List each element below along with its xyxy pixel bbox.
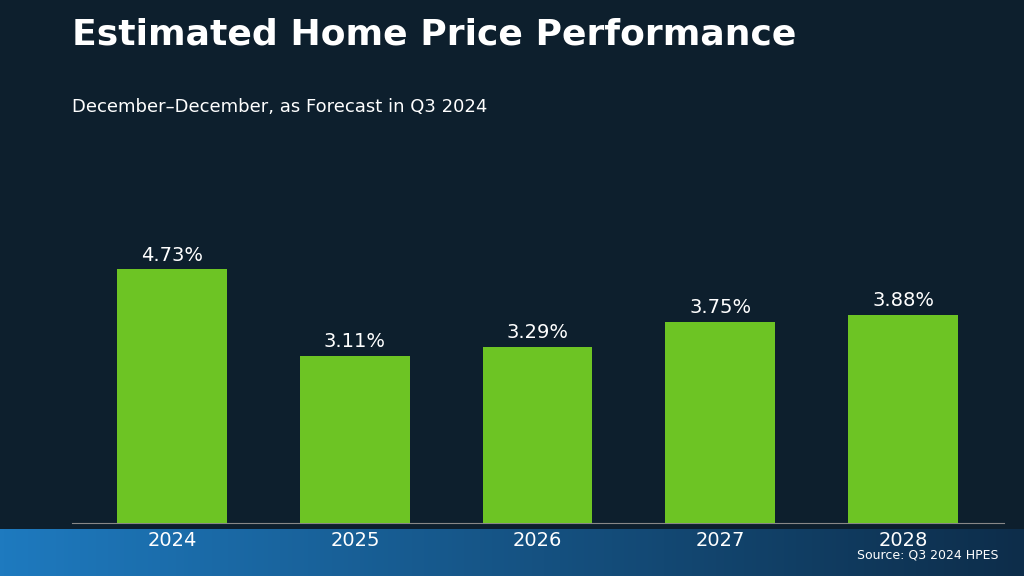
Text: December–December, as Forecast in Q3 2024: December–December, as Forecast in Q3 202… <box>72 98 487 116</box>
Text: 3.29%: 3.29% <box>507 323 568 342</box>
Bar <box>118 270 227 523</box>
Text: 4.73%: 4.73% <box>141 245 203 264</box>
Text: 3.11%: 3.11% <box>324 332 386 351</box>
Bar <box>666 322 775 523</box>
Text: 3.75%: 3.75% <box>689 298 752 317</box>
Bar <box>848 315 957 523</box>
Text: 3.88%: 3.88% <box>872 291 934 310</box>
Text: Source: Q3 2024 HPES: Source: Q3 2024 HPES <box>857 548 998 561</box>
Bar <box>300 356 410 523</box>
Text: Estimated Home Price Performance: Estimated Home Price Performance <box>72 17 796 51</box>
Bar <box>482 347 593 523</box>
